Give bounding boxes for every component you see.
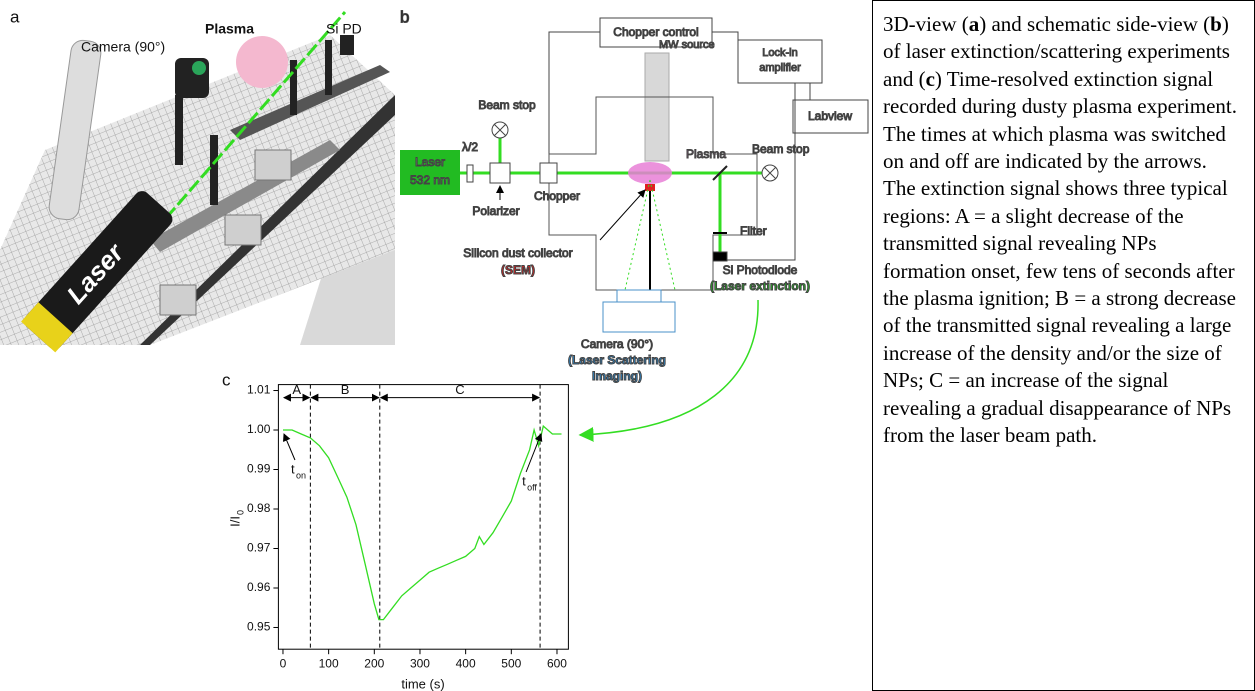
y-tick-label: 0.97 <box>247 541 271 555</box>
optic-label: Beam stop <box>478 98 536 112</box>
x-tick-label: 400 <box>456 656 476 670</box>
region-label: B <box>341 382 350 397</box>
annotation-text: t <box>291 461 295 476</box>
mount <box>160 285 196 315</box>
panel-a: Laser a Camera (90°) Plasma Si PD <box>0 0 395 352</box>
y-tick-label: 0.98 <box>247 501 271 515</box>
y-tick-label: 0.96 <box>247 580 271 594</box>
box-label: Chopper control <box>613 25 698 39</box>
mount <box>255 150 291 180</box>
optic-label: Beam stop <box>752 142 810 156</box>
beam-stop <box>492 122 508 138</box>
camera-label: Camera (90°) <box>81 39 165 55</box>
mount <box>225 215 261 245</box>
plasma-label: Plasma <box>205 21 254 37</box>
laser-label: 532 nm <box>410 173 450 187</box>
optic-label: λ/2 <box>462 140 478 154</box>
x-tick-label: 200 <box>364 656 384 670</box>
mw-waveguide <box>645 53 669 161</box>
optic-label: Si Photodiode <box>723 263 798 277</box>
optic-label: Silicon dust collector <box>463 246 572 260</box>
dust-collector <box>645 184 655 191</box>
figure: Laser a Camera (90°) Plasma Si PD b Chop… <box>0 0 870 691</box>
caption-run: c <box>926 67 935 91</box>
x-tick-label: 0 <box>280 656 287 670</box>
x-tick-label: 300 <box>410 656 430 670</box>
camera-lens <box>192 61 206 75</box>
optic-label: Filter <box>740 224 767 238</box>
plasma-ball <box>236 36 288 88</box>
region-label: C <box>455 382 464 397</box>
mw-label: MW source <box>659 39 715 51</box>
optic-label: Chopper <box>534 189 580 203</box>
y-tick-label: 1.00 <box>247 422 271 436</box>
optic-label: Polarizer <box>472 204 519 218</box>
camera <box>603 302 675 332</box>
x-tick-label: 500 <box>501 656 521 670</box>
panel-label: b <box>400 7 409 26</box>
sem-label: (SEM) <box>501 263 535 277</box>
annotation-sub: on <box>296 470 306 480</box>
page: Laser a Camera (90°) Plasma Si PD b Chop… <box>0 0 1255 691</box>
caption-run: b <box>1210 12 1222 36</box>
box-label: amplifier <box>759 62 801 74</box>
optic-label: Camera (90°) <box>581 337 653 351</box>
polarizer <box>490 163 510 183</box>
post <box>175 95 183 165</box>
caption-run: 3D-view ( <box>883 12 969 36</box>
signal-line <box>283 426 562 619</box>
box-label: Lock-in <box>762 47 797 59</box>
y-axis-title-main: I/I <box>227 516 242 527</box>
chopper <box>540 163 557 183</box>
caption-run: ) Time-resolved extinction signal record… <box>883 67 1237 447</box>
laser-label: Laser <box>415 155 445 169</box>
panel-b: b Chopper control Lock-in amplifier Labv… <box>400 7 868 435</box>
scattering-label: Imaging) <box>592 369 642 383</box>
panel-label: c <box>222 370 231 389</box>
box-label: Labview <box>808 109 852 123</box>
x-tick-label: 600 <box>547 656 567 670</box>
x-tick-label: 100 <box>319 656 339 670</box>
region-label: A <box>292 382 301 397</box>
panel-label: a <box>10 7 20 26</box>
y-axis-title-sub: 0 <box>235 510 245 515</box>
scattering-label: (Laser Scattering <box>568 353 666 367</box>
annotation-arrow <box>284 434 295 460</box>
annotation-sub: off <box>527 482 537 492</box>
extinction-label: (Laser extinction) <box>710 279 810 293</box>
y-axis-title: I/I 0 <box>227 510 245 527</box>
wire <box>549 32 600 163</box>
annotation-text: t <box>522 473 526 488</box>
half-wave-plate <box>467 165 473 182</box>
camera-lens <box>617 290 661 302</box>
caption: 3D-view (a) and schematic side-view (b ) … <box>872 0 1255 691</box>
caption-run: ) and schematic side-view ( <box>979 12 1210 36</box>
x-axis-title: time (s) <box>401 676 444 691</box>
wire <box>712 32 738 55</box>
post <box>210 135 218 205</box>
plot-frame <box>278 385 568 650</box>
y-tick-label: 0.99 <box>247 462 271 476</box>
photodiode <box>340 35 354 55</box>
photodiode <box>713 252 727 261</box>
caption-run: a <box>969 12 980 36</box>
beam-stop <box>762 165 778 181</box>
plasma-label: Plasma <box>686 147 726 161</box>
pointer <box>600 190 645 240</box>
si-pd-label: Si PD <box>326 21 362 37</box>
panel-c: c time (s) I/I 0 0 100 200 300 400 500 600 1.01… <box>222 370 568 691</box>
y-tick-label: 1.01 <box>247 383 271 397</box>
y-tick-label: 0.95 <box>247 620 271 634</box>
post <box>325 40 332 95</box>
